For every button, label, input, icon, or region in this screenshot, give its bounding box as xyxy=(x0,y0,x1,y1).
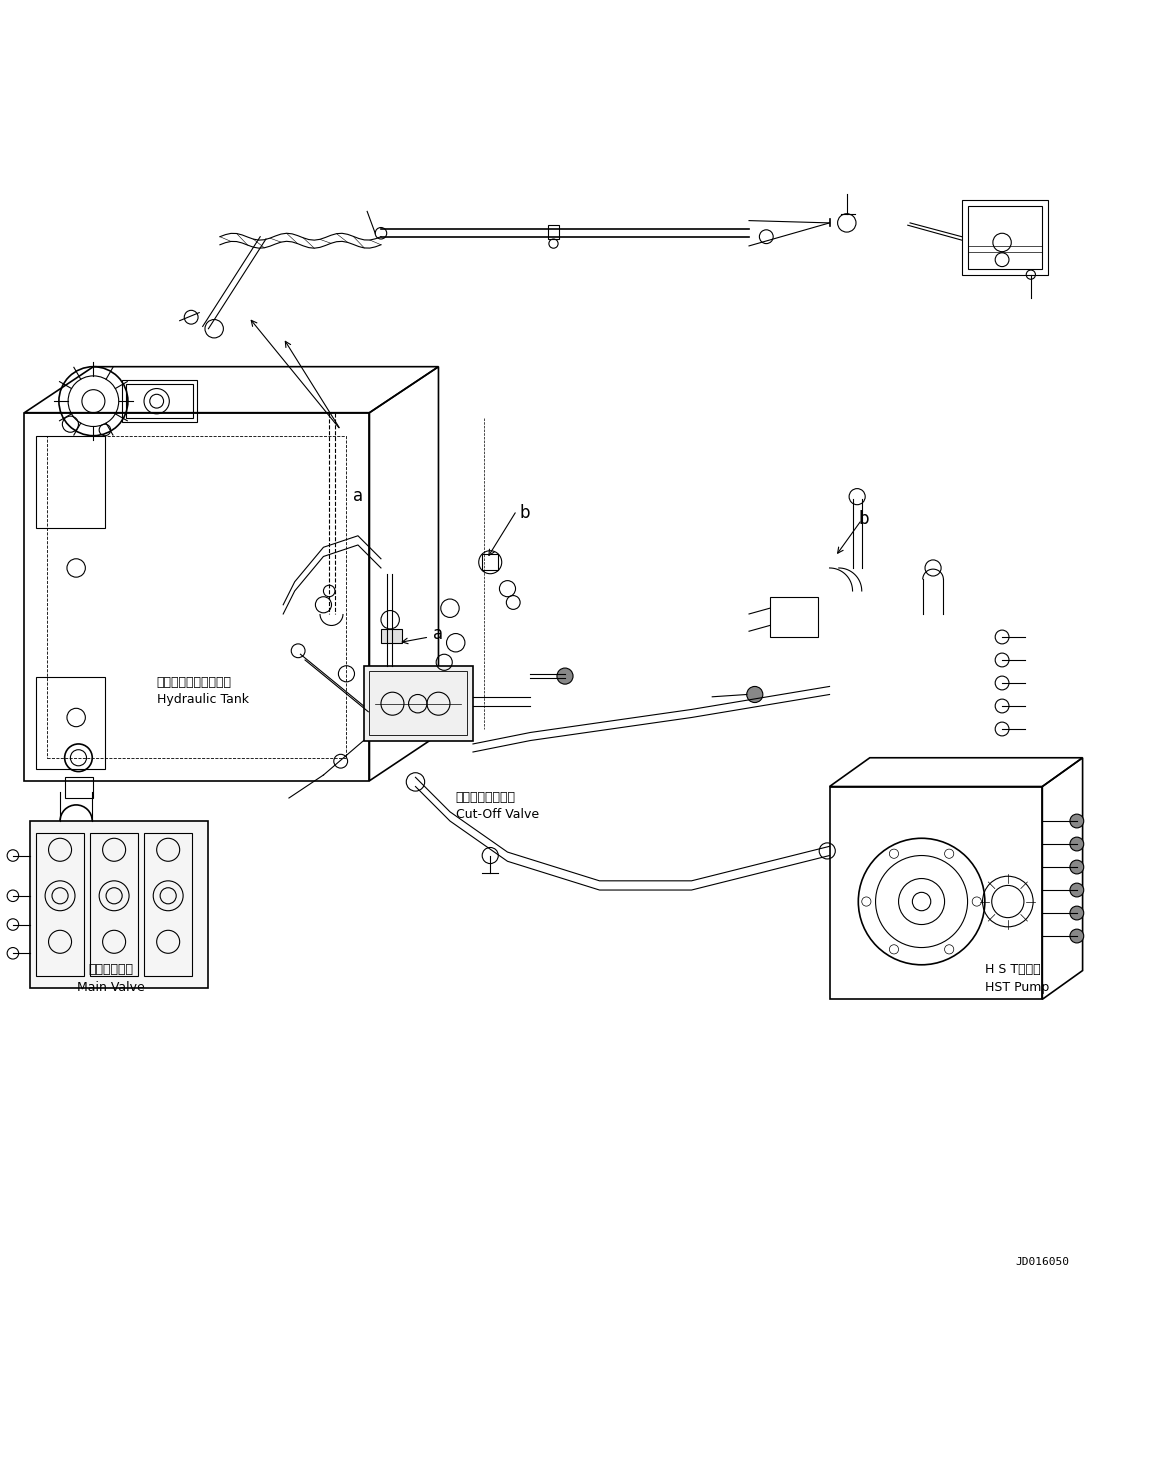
Bar xyxy=(24,413,369,781)
Text: b: b xyxy=(859,510,869,528)
Bar xyxy=(30,821,209,989)
Bar xyxy=(122,381,197,421)
Circle shape xyxy=(747,687,763,703)
Bar xyxy=(548,225,559,239)
Text: JD016050: JD016050 xyxy=(1016,1257,1069,1267)
Circle shape xyxy=(557,668,573,684)
Bar xyxy=(47,436,346,758)
Text: b: b xyxy=(520,504,530,522)
Bar xyxy=(380,628,401,643)
Bar xyxy=(829,786,1042,999)
Text: a: a xyxy=(434,624,444,643)
Bar xyxy=(36,436,105,528)
Circle shape xyxy=(1070,905,1084,920)
Text: ハイドロリックタンク: ハイドロリックタンク xyxy=(157,675,232,688)
Text: Cut-Off Valve: Cut-Off Valve xyxy=(455,808,538,821)
Circle shape xyxy=(1070,837,1084,851)
Bar xyxy=(65,777,93,798)
Bar xyxy=(962,200,1048,274)
Bar xyxy=(36,833,84,977)
Circle shape xyxy=(1070,884,1084,897)
Text: Hydraulic Tank: Hydraulic Tank xyxy=(157,693,249,706)
Bar xyxy=(36,677,105,770)
Bar xyxy=(369,672,467,735)
Text: a: a xyxy=(353,487,363,504)
Bar xyxy=(126,383,194,418)
Bar xyxy=(363,666,473,741)
Bar xyxy=(770,596,817,637)
Bar xyxy=(90,833,138,977)
Text: Main Valve: Main Valve xyxy=(77,981,144,993)
Text: HST Pump: HST Pump xyxy=(985,981,1049,993)
Text: H S Tポンプ: H S Tポンプ xyxy=(985,964,1040,977)
Circle shape xyxy=(1070,814,1084,828)
Bar xyxy=(967,206,1042,268)
Text: カットオフバルブ: カットオフバルブ xyxy=(455,790,515,803)
Text: メインバルブ: メインバルブ xyxy=(88,964,133,977)
Bar xyxy=(144,833,193,977)
Circle shape xyxy=(1070,929,1084,943)
Circle shape xyxy=(1070,860,1084,873)
Bar xyxy=(482,554,498,570)
